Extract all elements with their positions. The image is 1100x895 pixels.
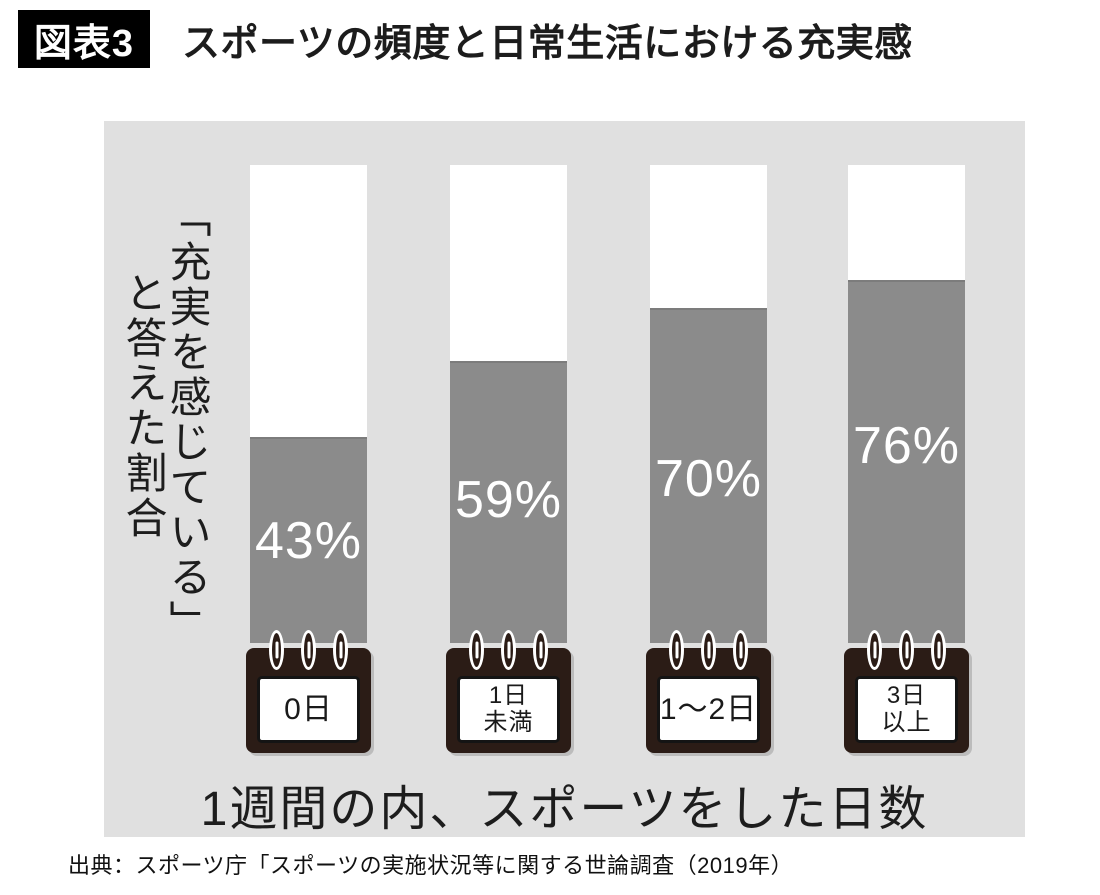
bar-value-label: 59% bbox=[454, 471, 563, 529]
bar-fill bbox=[848, 280, 965, 643]
figure-header: 図表3 スポーツの頻度と日常生活における充実感 bbox=[0, 0, 1100, 80]
figure-number-badge: 図表3 bbox=[18, 10, 150, 68]
binder-ring-icon bbox=[333, 630, 348, 670]
bar-fill bbox=[450, 361, 567, 643]
bar-column-0-days: 43% 0日 bbox=[246, 121, 371, 837]
binder-rings bbox=[844, 630, 969, 670]
binder-ring-icon bbox=[733, 630, 748, 670]
calendar-icon: 0日 bbox=[246, 630, 371, 753]
bar-value-label: 43% bbox=[254, 512, 363, 570]
source-note: 出典：スポーツ庁「スポーツの実施状況等に関する世論調査（2019年） bbox=[68, 853, 794, 878]
binder-rings bbox=[246, 630, 371, 670]
bar-column-under-1-day: 59% 1日 未満 bbox=[446, 121, 571, 837]
binder-ring-icon bbox=[301, 630, 316, 670]
calendar-icon: 1日 未満 bbox=[446, 630, 571, 753]
binder-ring-icon bbox=[269, 630, 284, 670]
bar-track: 70% bbox=[650, 165, 767, 643]
calendar-label: 1日 未満 bbox=[457, 676, 560, 743]
bar-column-1-2-days: 70% 1～2日 bbox=[646, 121, 771, 837]
binder-ring-icon bbox=[669, 630, 684, 670]
calendar-label-line2: 以上 bbox=[881, 708, 932, 736]
binder-ring-icon bbox=[469, 630, 484, 670]
bar-column-3-plus-days: 76% 3日 以上 bbox=[844, 121, 969, 837]
calendar-icon: 3日 以上 bbox=[844, 630, 969, 753]
bar-track: 59% bbox=[450, 165, 567, 643]
bar-track: 43% bbox=[250, 165, 367, 643]
calendar-label-line2: 未満 bbox=[483, 708, 534, 736]
binder-ring-icon bbox=[501, 630, 516, 670]
bar-track: 76% bbox=[848, 165, 965, 643]
bar-fill bbox=[250, 437, 367, 643]
x-axis-label: 1週間の内、スポーツをした日数 bbox=[200, 783, 929, 836]
calendar-label: 3日 以上 bbox=[855, 676, 958, 743]
bar-fill bbox=[650, 308, 767, 643]
binder-ring-icon bbox=[533, 630, 548, 670]
calendar-label-line1: 0日 bbox=[284, 692, 333, 726]
bar-value-label: 70% bbox=[654, 450, 763, 508]
calendar-icon: 1～2日 bbox=[646, 630, 771, 753]
calendar-label: 1～2日 bbox=[657, 676, 760, 743]
binder-ring-icon bbox=[867, 630, 882, 670]
calendar-label: 0日 bbox=[257, 676, 360, 743]
calendar-label-line1: 1日 bbox=[488, 681, 529, 709]
binder-rings bbox=[646, 630, 771, 670]
binder-ring-icon bbox=[931, 630, 946, 670]
binder-rings bbox=[446, 630, 571, 670]
y-axis-label-line1: 「充実を感じている」 bbox=[164, 195, 211, 645]
bar-value-label: 76% bbox=[852, 417, 961, 475]
calendar-label-line1: 3日 bbox=[886, 681, 927, 709]
binder-ring-icon bbox=[701, 630, 716, 670]
bar-chart: 「充実を感じている」 と答えた割合 43% 0日 bbox=[104, 121, 1025, 837]
binder-ring-icon bbox=[899, 630, 914, 670]
y-axis-label-line2: と答えた割合 bbox=[120, 271, 167, 541]
calendar-label-line1: 1～2日 bbox=[659, 692, 758, 726]
figure-title: スポーツの頻度と日常生活における充実感 bbox=[182, 22, 913, 65]
